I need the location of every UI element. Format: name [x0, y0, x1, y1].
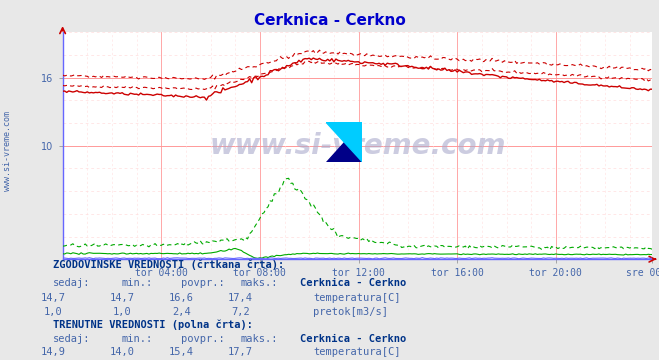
Text: sedaj:: sedaj:	[53, 278, 90, 288]
Text: temperatura[C]: temperatura[C]	[313, 347, 401, 357]
Polygon shape	[326, 122, 362, 162]
Text: povpr.:: povpr.:	[181, 278, 225, 288]
Text: 1,0: 1,0	[113, 307, 131, 317]
Text: 16,6: 16,6	[169, 293, 194, 303]
Text: povpr.:: povpr.:	[181, 334, 225, 344]
Text: TRENUTNE VREDNOSTI (polna črta):: TRENUTNE VREDNOSTI (polna črta):	[53, 319, 252, 330]
Text: 15,4: 15,4	[169, 347, 194, 357]
Text: www.si-vreme.com: www.si-vreme.com	[210, 132, 505, 160]
Text: pretok[m3/s]: pretok[m3/s]	[313, 307, 388, 317]
Text: sedaj:: sedaj:	[53, 334, 90, 344]
Text: 1,0: 1,0	[43, 307, 62, 317]
Text: temperatura[C]: temperatura[C]	[313, 293, 401, 303]
Text: min.:: min.:	[122, 334, 153, 344]
Text: 17,4: 17,4	[228, 293, 253, 303]
Text: Cerknica - Cerkno: Cerknica - Cerkno	[300, 334, 406, 344]
Polygon shape	[326, 122, 362, 162]
Text: maks.:: maks.:	[241, 334, 278, 344]
Text: 14,9: 14,9	[40, 347, 65, 357]
Text: 14,0: 14,0	[109, 347, 134, 357]
Text: 17,7: 17,7	[228, 347, 253, 357]
Text: 2,4: 2,4	[172, 307, 190, 317]
Text: Cerknica - Cerkno: Cerknica - Cerkno	[254, 13, 405, 28]
Text: maks.:: maks.:	[241, 278, 278, 288]
Text: ZGODOVINSKE VREDNOSTI (črtkana črta):: ZGODOVINSKE VREDNOSTI (črtkana črta):	[53, 260, 284, 270]
Text: 7,2: 7,2	[231, 307, 250, 317]
Text: Cerknica - Cerkno: Cerknica - Cerkno	[300, 278, 406, 288]
Text: www.si-vreme.com: www.si-vreme.com	[3, 111, 13, 191]
Text: 14,7: 14,7	[109, 293, 134, 303]
Text: min.:: min.:	[122, 278, 153, 288]
Text: 14,7: 14,7	[40, 293, 65, 303]
